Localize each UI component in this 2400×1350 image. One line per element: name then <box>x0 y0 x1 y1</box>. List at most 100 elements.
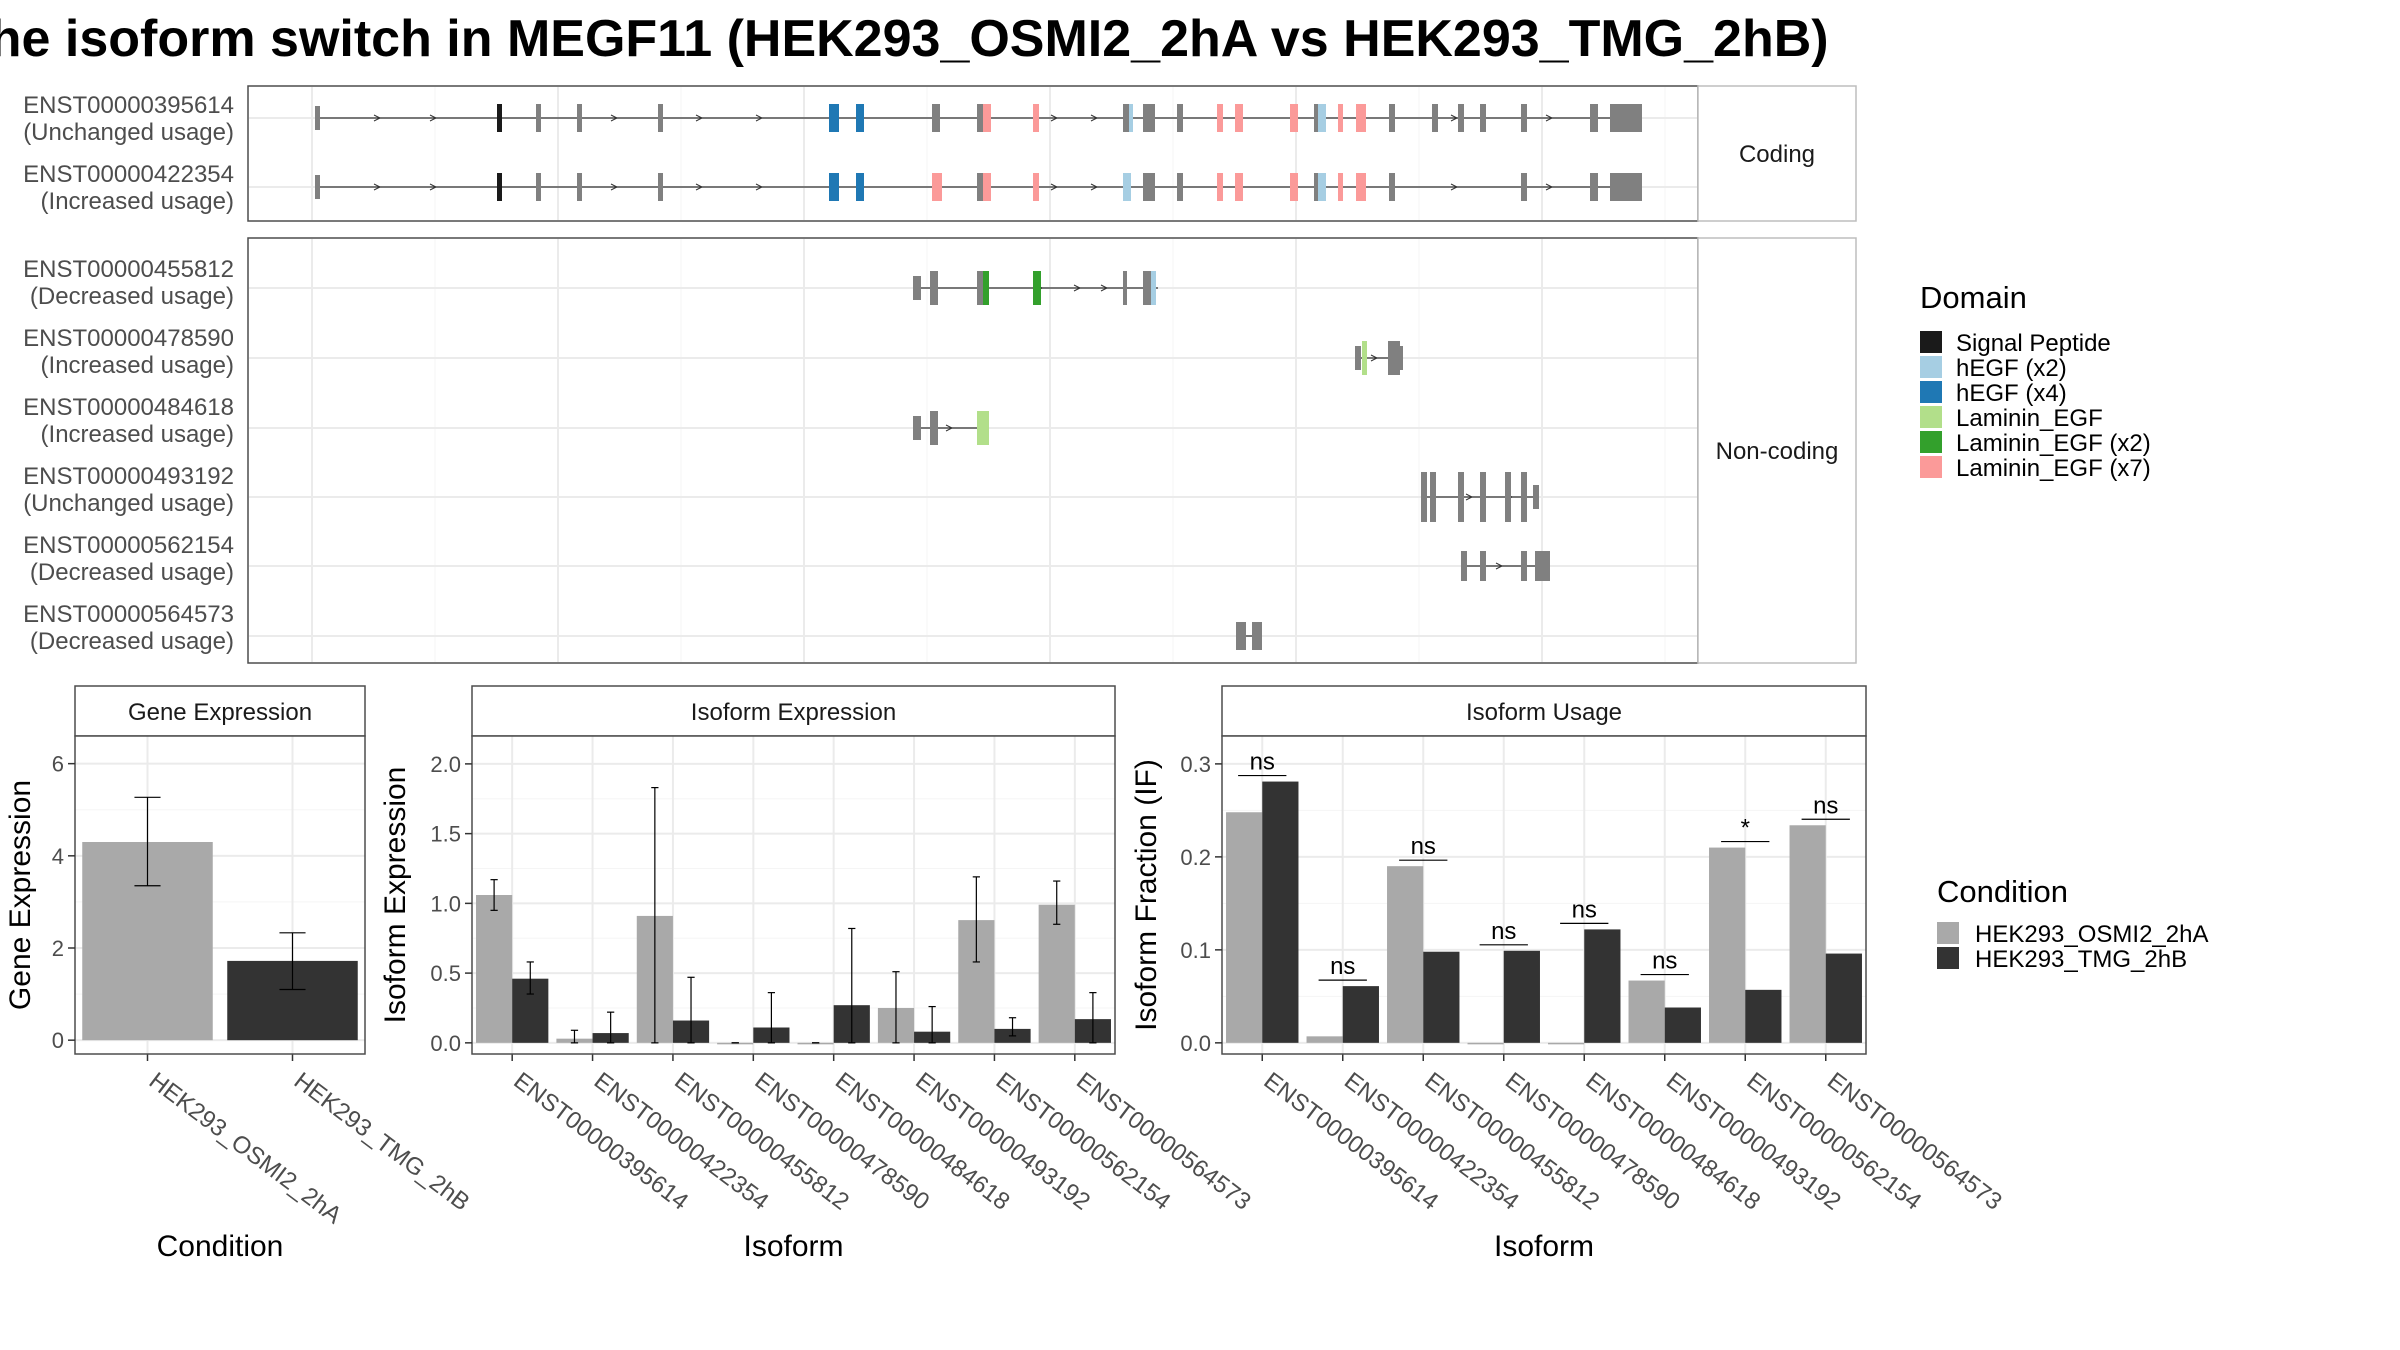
strand-arrow <box>1050 114 1059 122</box>
strand-arrow <box>373 183 382 191</box>
legend-label-cond-b: HEK293_TMG_2hB <box>1975 946 2187 973</box>
exon <box>1505 472 1511 522</box>
exon <box>977 173 985 201</box>
bar <box>1664 1007 1701 1043</box>
y-tick-label: 1.5 <box>430 822 461 847</box>
y-tick-label: 0.2 <box>1180 845 1211 870</box>
y-tick-label: 1.0 <box>430 891 461 916</box>
bar <box>1342 986 1379 1043</box>
bar <box>1503 950 1540 1043</box>
exon <box>1389 173 1395 201</box>
exon <box>1421 472 1427 522</box>
exon <box>1314 104 1320 132</box>
legend-key-laminin-egf <box>1920 406 1942 428</box>
domain-exon <box>1290 173 1298 201</box>
exon <box>658 173 663 201</box>
domain-exon <box>1356 173 1366 201</box>
domain-legend: Domain Signal Peptide hEGF (x2) hEGF (x4… <box>1920 280 2151 482</box>
significance-label: ns <box>1813 792 1838 819</box>
y-tick-label: 2.0 <box>430 752 461 777</box>
noncoding-facet-strip <box>1697 237 1857 664</box>
legend-key-signal-peptide <box>1920 331 1942 353</box>
exon <box>536 173 541 201</box>
y-tick-label: 2 <box>52 936 64 961</box>
exon <box>1395 346 1403 370</box>
domain-exon <box>497 173 502 201</box>
strand-arrow <box>1465 493 1474 501</box>
x-axis-title: Isoform <box>1494 1230 1594 1263</box>
domain-exon <box>1235 173 1243 201</box>
structure-panel-coding: Coding <box>247 85 1857 222</box>
bar <box>1584 929 1621 1043</box>
legend-label-signal-peptide: Signal Peptide <box>1956 330 2111 357</box>
strand-arrow <box>695 183 704 191</box>
coding-transcript-tracks <box>315 104 1642 201</box>
significance-label: ns <box>1491 918 1516 945</box>
domain-exon <box>856 104 864 132</box>
y-tick-label: 0.0 <box>1180 1031 1211 1056</box>
strand-arrow <box>1450 183 1459 191</box>
exon <box>1521 173 1527 201</box>
panel-strip <box>74 685 366 737</box>
strand-arrow <box>1450 114 1459 122</box>
exon <box>315 175 320 199</box>
y-axis-title: Isoform Fraction (IF) <box>1130 759 1163 1031</box>
exon <box>536 104 541 132</box>
noncoding-panel-frame <box>247 237 1699 664</box>
plot-area <box>472 736 1115 1054</box>
x-axis-title: Condition <box>157 1230 284 1263</box>
exon <box>1461 551 1467 581</box>
bar <box>1709 847 1746 1043</box>
transcript-id-label: ENST00000395614 <box>23 92 234 119</box>
transcript-usage-label: (Decreased usage) <box>30 283 234 310</box>
legend-label-laminin-egf-x7: Laminin_EGF (x7) <box>1956 455 2151 482</box>
bar <box>476 895 513 1043</box>
y-axis-title: Isoform Expression <box>379 767 412 1024</box>
domain-exon <box>1033 104 1039 132</box>
legend-label-hegf-x2: hEGF (x2) <box>1956 355 2067 382</box>
domain-exon <box>1217 104 1223 132</box>
bar <box>1628 980 1665 1043</box>
condition-legend: Condition HEK293_OSMI2_2hA HEK293_TMG_2h… <box>1937 874 2208 973</box>
exon <box>930 411 938 445</box>
strand-arrow <box>373 114 382 122</box>
exon <box>1314 173 1320 201</box>
y-tick-label: 6 <box>52 752 64 777</box>
transcript-usage-label: (Unchanged usage) <box>23 119 234 146</box>
plot-frame <box>1221 735 1867 1055</box>
bar <box>797 1042 834 1045</box>
exon <box>1480 472 1486 522</box>
noncoding-transcript-tracks <box>913 271 1550 650</box>
strand-arrow <box>1100 284 1109 292</box>
significance-label: ns <box>1652 948 1677 975</box>
exon <box>1143 173 1155 201</box>
exon <box>1123 271 1127 305</box>
coding-panel-frame <box>247 85 1699 222</box>
domain-exon <box>977 411 989 445</box>
bar <box>717 1042 754 1045</box>
domain-exon <box>1318 104 1326 132</box>
legend-label-laminin-egf-x2: Laminin_EGF (x2) <box>1956 430 2151 457</box>
strand-arrow <box>695 114 704 122</box>
bar <box>1226 812 1263 1043</box>
strand-arrow <box>1050 183 1059 191</box>
transcript-id-label: ENST00000564573 <box>23 601 234 628</box>
domain-exon <box>1217 173 1223 201</box>
significance-label: ns <box>1250 749 1275 776</box>
significance-label: * <box>1741 815 1750 842</box>
panel-strip-label: Gene Expression <box>128 699 312 726</box>
transcript-id-label: ENST00000562154 <box>23 532 234 559</box>
isoform-expression-chart: Isoform ExpressionENST00000395614ENST000… <box>379 685 1256 1263</box>
significance-label: ns <box>1330 953 1355 980</box>
panel-strip <box>1221 685 1867 737</box>
domain-exon <box>983 104 991 132</box>
strand-arrow <box>1370 354 1379 362</box>
strand-arrow <box>610 183 619 191</box>
domain-exon <box>1123 173 1131 201</box>
domain-legend-title: Domain <box>1920 280 2027 315</box>
bar <box>1745 989 1782 1043</box>
exon <box>1236 622 1246 650</box>
exon <box>932 104 940 132</box>
legend-key-laminin-egf-x7 <box>1920 456 1942 478</box>
